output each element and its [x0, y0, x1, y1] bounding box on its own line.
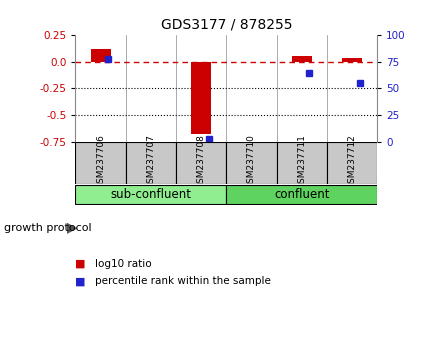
Title: GDS3177 / 878255: GDS3177 / 878255	[160, 17, 292, 32]
Text: GSM237712: GSM237712	[347, 135, 356, 189]
Bar	[341, 58, 361, 62]
Text: GSM237708: GSM237708	[196, 135, 205, 189]
Bar	[291, 56, 311, 62]
Bar	[75, 142, 126, 184]
Text: ■: ■	[75, 259, 86, 269]
Bar	[226, 185, 376, 204]
Bar	[276, 142, 326, 184]
Bar	[175, 142, 226, 184]
Bar	[126, 142, 175, 184]
Text: ■: ■	[75, 276, 86, 286]
Text: GSM237706: GSM237706	[96, 135, 105, 189]
Bar	[75, 185, 226, 204]
Bar	[90, 49, 111, 62]
Text: percentile rank within the sample: percentile rank within the sample	[95, 276, 270, 286]
Text: growth protocol: growth protocol	[4, 223, 92, 233]
Polygon shape	[67, 223, 77, 234]
Text: GSM237710: GSM237710	[246, 135, 255, 189]
Bar	[326, 142, 376, 184]
Text: GSM237711: GSM237711	[297, 135, 305, 189]
Text: log10 ratio: log10 ratio	[95, 259, 151, 269]
Text: sub-confluent: sub-confluent	[110, 188, 191, 201]
Bar	[226, 142, 276, 184]
Text: confluent: confluent	[273, 188, 329, 201]
Bar	[190, 62, 211, 134]
Text: GSM237707: GSM237707	[146, 135, 155, 189]
